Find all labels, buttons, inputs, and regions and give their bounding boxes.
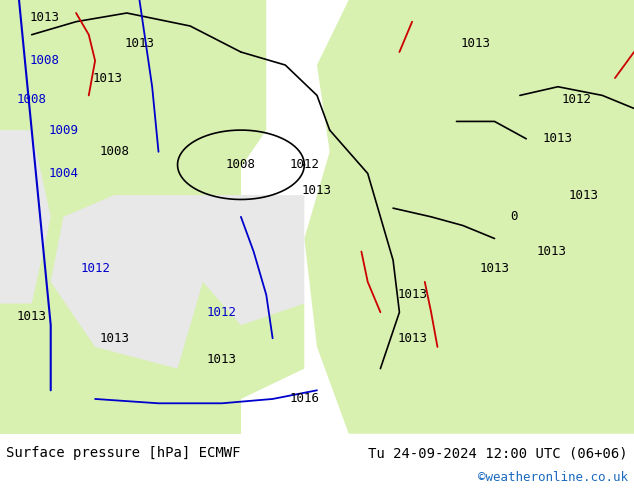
Polygon shape bbox=[178, 195, 304, 399]
Text: 1013: 1013 bbox=[536, 245, 567, 258]
Text: 1013: 1013 bbox=[479, 262, 510, 275]
Text: 1013: 1013 bbox=[29, 11, 60, 24]
Polygon shape bbox=[304, 0, 634, 434]
Text: ©weatheronline.co.uk: ©weatheronline.co.uk bbox=[477, 471, 628, 484]
Text: 1012: 1012 bbox=[207, 306, 237, 318]
Text: 1008: 1008 bbox=[29, 54, 60, 67]
Text: 1008: 1008 bbox=[16, 93, 47, 106]
Text: 1013: 1013 bbox=[397, 289, 427, 301]
Text: Surface pressure [hPa] ECMWF: Surface pressure [hPa] ECMWF bbox=[6, 446, 241, 461]
Text: 1013: 1013 bbox=[124, 37, 155, 50]
Text: 1008: 1008 bbox=[226, 158, 256, 172]
Text: 1012: 1012 bbox=[562, 93, 592, 106]
Text: 1013: 1013 bbox=[93, 72, 123, 85]
Text: 0: 0 bbox=[510, 210, 517, 223]
Polygon shape bbox=[203, 195, 304, 325]
Text: 1013: 1013 bbox=[16, 310, 47, 323]
Text: 1013: 1013 bbox=[397, 332, 427, 345]
Text: 1004: 1004 bbox=[48, 167, 79, 180]
Polygon shape bbox=[51, 195, 203, 368]
Text: 1013: 1013 bbox=[543, 132, 573, 145]
Text: 1013: 1013 bbox=[568, 189, 598, 202]
Text: Tu 24-09-2024 12:00 UTC (06+06): Tu 24-09-2024 12:00 UTC (06+06) bbox=[368, 446, 628, 461]
Text: 1012: 1012 bbox=[289, 158, 320, 172]
FancyBboxPatch shape bbox=[0, 0, 241, 434]
Text: 1013: 1013 bbox=[460, 37, 491, 50]
Polygon shape bbox=[0, 130, 51, 304]
Text: 1016: 1016 bbox=[289, 392, 320, 405]
Text: 1013: 1013 bbox=[99, 332, 129, 345]
Text: 1013: 1013 bbox=[207, 353, 237, 367]
Text: 1008: 1008 bbox=[99, 145, 129, 158]
Text: 1009: 1009 bbox=[48, 123, 79, 137]
Polygon shape bbox=[0, 0, 266, 434]
Text: 1013: 1013 bbox=[302, 184, 332, 197]
Text: 1012: 1012 bbox=[80, 262, 110, 275]
